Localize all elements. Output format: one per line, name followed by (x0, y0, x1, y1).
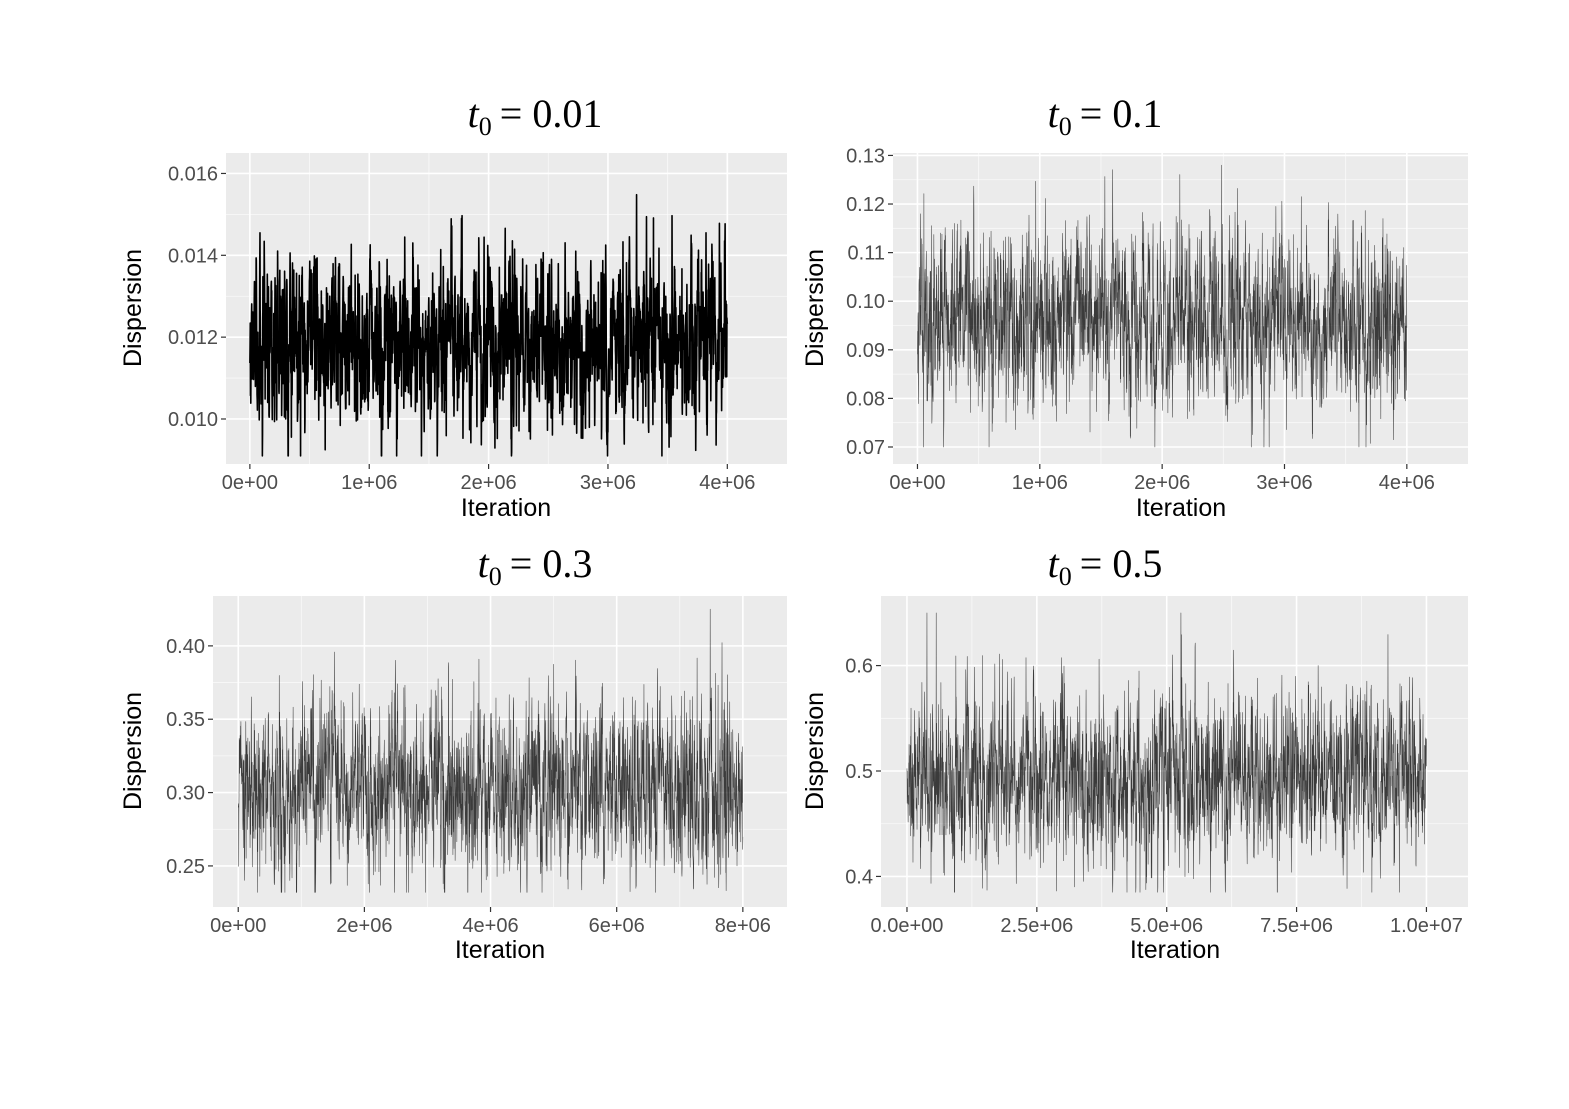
trace-panel-t0-0.01: t0 = 0.01 Dispersion Iteration 0.010 0.012… (119, 91, 787, 522)
y-tick-label: 0.014 (168, 245, 218, 267)
y-tick-label: 0.25 (166, 856, 205, 878)
x-axis-title: Iteration (1130, 936, 1220, 964)
trace-panel-t0-0.5: t0 = 0.5 Dispersion Iteration 0.4 0.5 0.6 0.… (801, 541, 1468, 964)
x-tick-label: 1e+06 (341, 472, 397, 494)
y-tick-label: 0.10 (846, 291, 885, 313)
x-tick-label: 7.5e+06 (1260, 915, 1333, 937)
x-tick-label: 2.5e+06 (1000, 915, 1073, 937)
x-tick-label: 1.0e+07 (1390, 915, 1463, 937)
x-tick-label: 8e+06 (715, 915, 771, 937)
x-axis-title: Iteration (455, 936, 545, 964)
x-tick-label: 4e+06 (699, 472, 755, 494)
y-tick-label: 0.35 (166, 709, 205, 731)
x-tick-label: 4e+06 (1379, 472, 1435, 494)
y-tick-label: 0.6 (845, 656, 873, 678)
trace-panel-t0-0.3: t0 = 0.3 Dispersion Iteration 0.25 0.30 0.3… (119, 541, 787, 964)
x-tick-label: 2e+06 (336, 915, 392, 937)
y-tick-label: 0.5 (845, 761, 873, 783)
x-tick-label: 0.0e+00 (871, 915, 944, 937)
x-axis-title: Iteration (461, 494, 551, 522)
series-trace-line (917, 164, 1408, 448)
series-trace-line (906, 612, 1427, 893)
y-tick-label: 0.08 (846, 388, 885, 410)
x-tick-label: 0e+00 (222, 472, 278, 494)
y-tick-label: 0.12 (846, 194, 885, 216)
x-tick-label: 3e+06 (1256, 472, 1312, 494)
y-tick-label: 0.11 (848, 243, 885, 265)
y-axis-title: Dispersion (801, 692, 829, 810)
panel-title: t0 = 0.5 (1048, 541, 1163, 591)
panel-title: t0 = 0.01 (468, 91, 603, 141)
y-tick-label: 0.010 (168, 409, 218, 431)
y-tick-label: 0.30 (166, 783, 205, 805)
x-axis-title: Iteration (1136, 494, 1226, 522)
series-trace-line (237, 608, 744, 893)
x-tick-label: 6e+06 (589, 915, 645, 937)
trace-panel-t0-0.1: t0 = 0.1 Dispersion Iteration 0.07 0.08 0.0… (801, 91, 1468, 522)
x-tick-label: 0e+00 (210, 915, 266, 937)
panel-title: t0 = 0.1 (1048, 91, 1163, 141)
x-tick-label: 4e+06 (462, 915, 518, 937)
y-tick-label: 0.07 (846, 437, 885, 459)
x-tick-label: 2e+06 (461, 472, 517, 494)
y-axis-title: Dispersion (119, 249, 147, 367)
x-tick-label: 1e+06 (1012, 472, 1068, 494)
plot-panel-background (213, 596, 787, 907)
y-tick-label: 0.016 (168, 163, 218, 185)
y-tick-label: 0.13 (846, 145, 885, 167)
y-tick-label: 0.012 (168, 327, 218, 349)
y-tick-label: 0.09 (846, 340, 885, 362)
x-tick-label: 0e+00 (889, 472, 945, 494)
panel-title: t0 = 0.3 (478, 541, 593, 591)
series-trace-line (249, 193, 729, 457)
y-tick-label: 0.4 (845, 866, 873, 888)
x-tick-label: 3e+06 (580, 472, 636, 494)
y-axis-title: Dispersion (801, 249, 829, 367)
x-tick-label: 5.0e+06 (1130, 915, 1203, 937)
y-axis-title: Dispersion (119, 692, 147, 810)
y-tick-label: 0.40 (166, 636, 205, 658)
x-tick-label: 2e+06 (1134, 472, 1190, 494)
